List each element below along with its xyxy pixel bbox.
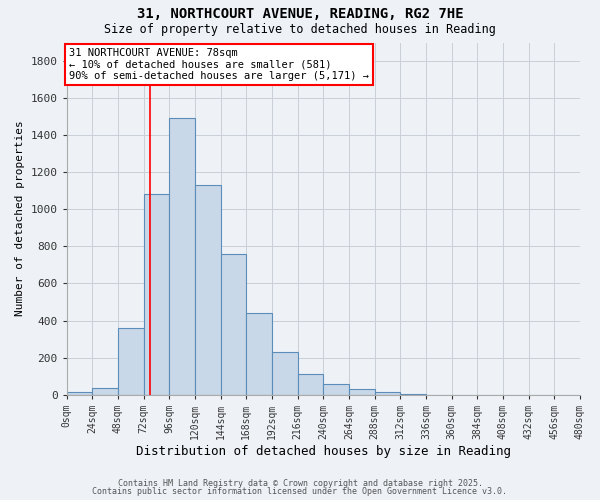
Text: 31 NORTHCOURT AVENUE: 78sqm
← 10% of detached houses are smaller (581)
90% of se: 31 NORTHCOURT AVENUE: 78sqm ← 10% of det… bbox=[69, 48, 369, 82]
Bar bbox=[323, 384, 349, 394]
Bar bbox=[272, 352, 298, 395]
X-axis label: Distribution of detached houses by size in Reading: Distribution of detached houses by size … bbox=[136, 444, 511, 458]
Bar bbox=[195, 185, 221, 394]
Text: Size of property relative to detached houses in Reading: Size of property relative to detached ho… bbox=[104, 22, 496, 36]
Bar bbox=[374, 392, 400, 394]
Text: 31, NORTHCOURT AVENUE, READING, RG2 7HE: 31, NORTHCOURT AVENUE, READING, RG2 7HE bbox=[137, 8, 463, 22]
Bar bbox=[298, 374, 323, 394]
Bar bbox=[143, 194, 169, 394]
Bar bbox=[92, 388, 118, 394]
Bar bbox=[221, 254, 246, 394]
Bar bbox=[246, 313, 272, 394]
Text: Contains HM Land Registry data © Crown copyright and database right 2025.: Contains HM Land Registry data © Crown c… bbox=[118, 478, 482, 488]
Bar bbox=[118, 328, 143, 394]
Y-axis label: Number of detached properties: Number of detached properties bbox=[15, 120, 25, 316]
Bar bbox=[67, 392, 92, 394]
Bar bbox=[169, 118, 195, 394]
Bar bbox=[349, 389, 374, 394]
Text: Contains public sector information licensed under the Open Government Licence v3: Contains public sector information licen… bbox=[92, 487, 508, 496]
